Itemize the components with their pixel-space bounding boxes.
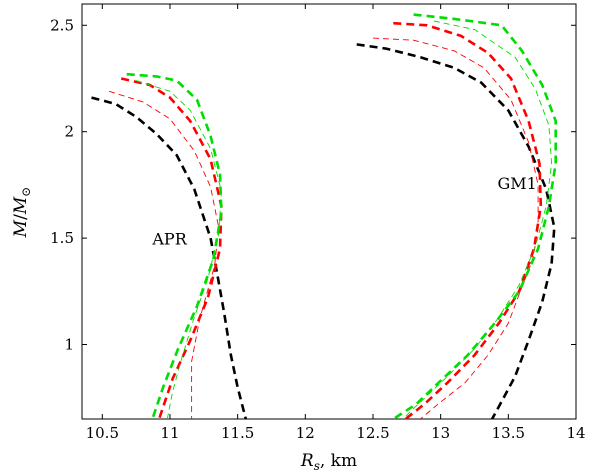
curve-series-9 [402,20,553,419]
x-tick-label: 10.5 [86,424,119,442]
curve-series-6 [393,21,543,419]
y-tick-label: 2 [64,123,74,141]
annotation-label: GM1 [498,174,537,193]
x-tick-label: 12 [296,424,315,442]
curve-series-4 [135,80,222,419]
y-tick-label: 1.5 [50,229,74,247]
x-tick-label: 11.5 [221,424,254,442]
annotations: APR GM1 [151,174,536,248]
x-tick-label: 13.5 [492,424,525,442]
x-tick-label: 12.5 [356,424,389,442]
curve-series-8 [392,13,557,419]
x-tick-label: 13 [431,424,450,442]
y-tick-label: 2.5 [50,16,74,34]
curve-series-3 [126,72,223,419]
curve-series-0 [91,96,248,419]
plot-frame [81,3,577,420]
curve-series-5 [356,43,556,419]
curve-series-2 [108,90,220,419]
x-tick-label: 14 [566,424,585,442]
y-axis-title: M/M⊙ [11,187,33,239]
x-axis-title: Rs, km [300,451,357,472]
curve-series-7 [372,37,539,419]
annotation-label: APR [151,229,187,248]
y-tick-label: 1 [64,336,74,354]
curves [91,13,557,419]
x-tick-label: 11 [160,424,179,442]
